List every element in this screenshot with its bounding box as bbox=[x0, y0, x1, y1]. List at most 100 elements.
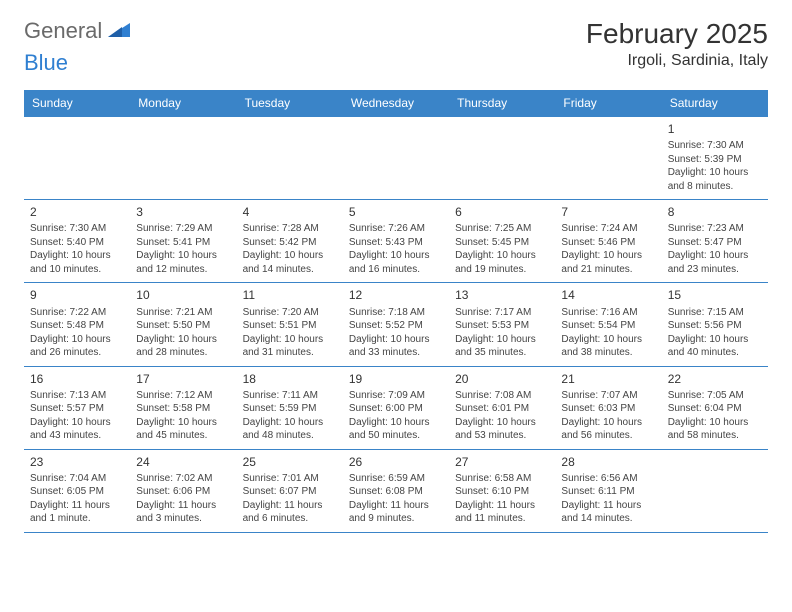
logo-text-blue: Blue bbox=[24, 50, 68, 76]
sunrise-text: Sunrise: 7:18 AM bbox=[349, 306, 443, 320]
sunset-text: Sunset: 5:39 PM bbox=[668, 153, 762, 167]
daylight-text: Daylight: 11 hours and 14 minutes. bbox=[561, 499, 655, 526]
day-cell bbox=[24, 117, 130, 199]
daylight-text: Daylight: 11 hours and 11 minutes. bbox=[455, 499, 549, 526]
day-number: 17 bbox=[136, 371, 230, 387]
dow-cell: Wednesday bbox=[343, 90, 449, 116]
sunrise-text: Sunrise: 7:23 AM bbox=[668, 222, 762, 236]
day-number: 2 bbox=[30, 204, 124, 220]
location: Irgoli, Sardinia, Italy bbox=[586, 52, 768, 70]
dow-cell: Thursday bbox=[449, 90, 555, 116]
daylight-text: Daylight: 10 hours and 40 minutes. bbox=[668, 333, 762, 360]
day-number: 4 bbox=[243, 204, 337, 220]
day-cell: 1Sunrise: 7:30 AMSunset: 5:39 PMDaylight… bbox=[662, 117, 768, 199]
sunrise-text: Sunrise: 7:26 AM bbox=[349, 222, 443, 236]
day-number: 12 bbox=[349, 287, 443, 303]
daylight-text: Daylight: 11 hours and 3 minutes. bbox=[136, 499, 230, 526]
daylight-text: Daylight: 10 hours and 50 minutes. bbox=[349, 416, 443, 443]
week-row: 1Sunrise: 7:30 AMSunset: 5:39 PMDaylight… bbox=[24, 116, 768, 199]
sunrise-text: Sunrise: 7:28 AM bbox=[243, 222, 337, 236]
daylight-text: Daylight: 11 hours and 6 minutes. bbox=[243, 499, 337, 526]
sunrise-text: Sunrise: 7:25 AM bbox=[455, 222, 549, 236]
daylight-text: Daylight: 11 hours and 9 minutes. bbox=[349, 499, 443, 526]
daylight-text: Daylight: 10 hours and 31 minutes. bbox=[243, 333, 337, 360]
day-number: 25 bbox=[243, 454, 337, 470]
day-cell: 22Sunrise: 7:05 AMSunset: 6:04 PMDayligh… bbox=[662, 367, 768, 449]
sunset-text: Sunset: 6:03 PM bbox=[561, 402, 655, 416]
day-number: 21 bbox=[561, 371, 655, 387]
sunset-text: Sunset: 5:53 PM bbox=[455, 319, 549, 333]
week-row: 23Sunrise: 7:04 AMSunset: 6:05 PMDayligh… bbox=[24, 449, 768, 533]
title-block: February 2025 Irgoli, Sardinia, Italy bbox=[586, 18, 768, 70]
sunrise-text: Sunrise: 7:07 AM bbox=[561, 389, 655, 403]
sunset-text: Sunset: 6:07 PM bbox=[243, 485, 337, 499]
day-number: 6 bbox=[455, 204, 549, 220]
week-row: 2Sunrise: 7:30 AMSunset: 5:40 PMDaylight… bbox=[24, 199, 768, 282]
sunset-text: Sunset: 6:00 PM bbox=[349, 402, 443, 416]
day-cell: 21Sunrise: 7:07 AMSunset: 6:03 PMDayligh… bbox=[555, 367, 661, 449]
sunset-text: Sunset: 5:46 PM bbox=[561, 236, 655, 250]
sunrise-text: Sunrise: 7:12 AM bbox=[136, 389, 230, 403]
daylight-text: Daylight: 10 hours and 43 minutes. bbox=[30, 416, 124, 443]
daylight-text: Daylight: 10 hours and 35 minutes. bbox=[455, 333, 549, 360]
day-number: 26 bbox=[349, 454, 443, 470]
sunset-text: Sunset: 6:10 PM bbox=[455, 485, 549, 499]
daylight-text: Daylight: 10 hours and 53 minutes. bbox=[455, 416, 549, 443]
sunset-text: Sunset: 5:59 PM bbox=[243, 402, 337, 416]
day-number: 1 bbox=[668, 121, 762, 137]
sunrise-text: Sunrise: 7:30 AM bbox=[668, 139, 762, 153]
day-number: 28 bbox=[561, 454, 655, 470]
sunrise-text: Sunrise: 7:29 AM bbox=[136, 222, 230, 236]
sunset-text: Sunset: 5:41 PM bbox=[136, 236, 230, 250]
day-cell: 20Sunrise: 7:08 AMSunset: 6:01 PMDayligh… bbox=[449, 367, 555, 449]
dow-cell: Friday bbox=[555, 90, 661, 116]
day-cell: 11Sunrise: 7:20 AMSunset: 5:51 PMDayligh… bbox=[237, 283, 343, 365]
week-row: 9Sunrise: 7:22 AMSunset: 5:48 PMDaylight… bbox=[24, 282, 768, 365]
sunset-text: Sunset: 5:58 PM bbox=[136, 402, 230, 416]
daylight-text: Daylight: 10 hours and 10 minutes. bbox=[30, 249, 124, 276]
daylight-text: Daylight: 10 hours and 21 minutes. bbox=[561, 249, 655, 276]
sunset-text: Sunset: 5:42 PM bbox=[243, 236, 337, 250]
daylight-text: Daylight: 10 hours and 19 minutes. bbox=[455, 249, 549, 276]
daylight-text: Daylight: 10 hours and 33 minutes. bbox=[349, 333, 443, 360]
day-cell bbox=[130, 117, 236, 199]
sunset-text: Sunset: 5:50 PM bbox=[136, 319, 230, 333]
sunrise-text: Sunrise: 7:30 AM bbox=[30, 222, 124, 236]
day-cell bbox=[555, 117, 661, 199]
day-number: 10 bbox=[136, 287, 230, 303]
day-cell: 28Sunrise: 6:56 AMSunset: 6:11 PMDayligh… bbox=[555, 450, 661, 532]
sunset-text: Sunset: 5:40 PM bbox=[30, 236, 124, 250]
daylight-text: Daylight: 10 hours and 26 minutes. bbox=[30, 333, 124, 360]
sunrise-text: Sunrise: 7:20 AM bbox=[243, 306, 337, 320]
day-cell: 26 Sunrise: 6:59 AMSunset: 6:08 PMDayligh… bbox=[343, 450, 449, 532]
day-cell: 14Sunrise: 7:16 AMSunset: 5:54 PMDayligh… bbox=[555, 283, 661, 365]
day-cell: 8Sunrise: 7:23 AMSunset: 5:47 PMDaylight… bbox=[662, 200, 768, 282]
dow-cell: Sunday bbox=[24, 90, 130, 116]
daylight-text: Daylight: 10 hours and 58 minutes. bbox=[668, 416, 762, 443]
day-number: 27 bbox=[455, 454, 549, 470]
day-cell: 13Sunrise: 7:17 AMSunset: 5:53 PMDayligh… bbox=[449, 283, 555, 365]
day-number: 11 bbox=[243, 287, 337, 303]
dow-cell: Monday bbox=[130, 90, 236, 116]
sunset-text: Sunset: 5:47 PM bbox=[668, 236, 762, 250]
sunset-text: Sunset: 5:48 PM bbox=[30, 319, 124, 333]
day-cell: 15Sunrise: 7:15 AMSunset: 5:56 PMDayligh… bbox=[662, 283, 768, 365]
day-number: 20 bbox=[455, 371, 549, 387]
day-cell: 17 Sunrise: 7:12 AMSunset: 5:58 PMDayligh… bbox=[130, 367, 236, 449]
daylight-text: Daylight: 10 hours and 45 minutes. bbox=[136, 416, 230, 443]
calendar-body: 1Sunrise: 7:30 AMSunset: 5:39 PMDaylight… bbox=[24, 116, 768, 533]
sunset-text: Sunset: 6:11 PM bbox=[561, 485, 655, 499]
day-number: 8 bbox=[668, 204, 762, 220]
sunrise-text: Sunrise: 6:59 AM bbox=[349, 472, 443, 486]
sunset-text: Sunset: 6:08 PM bbox=[349, 485, 443, 499]
sunrise-text: Sunrise: 7:05 AM bbox=[668, 389, 762, 403]
daylight-text: Daylight: 10 hours and 38 minutes. bbox=[561, 333, 655, 360]
logo: General bbox=[24, 18, 132, 44]
sunset-text: Sunset: 5:43 PM bbox=[349, 236, 443, 250]
sunrise-text: Sunrise: 7:21 AM bbox=[136, 306, 230, 320]
day-number: 14 bbox=[561, 287, 655, 303]
daylight-text: Daylight: 10 hours and 16 minutes. bbox=[349, 249, 443, 276]
month-title: February 2025 bbox=[586, 18, 768, 50]
sunrise-text: Sunrise: 6:58 AM bbox=[455, 472, 549, 486]
days-of-week-header: SundayMondayTuesdayWednesdayThursdayFrid… bbox=[24, 90, 768, 116]
